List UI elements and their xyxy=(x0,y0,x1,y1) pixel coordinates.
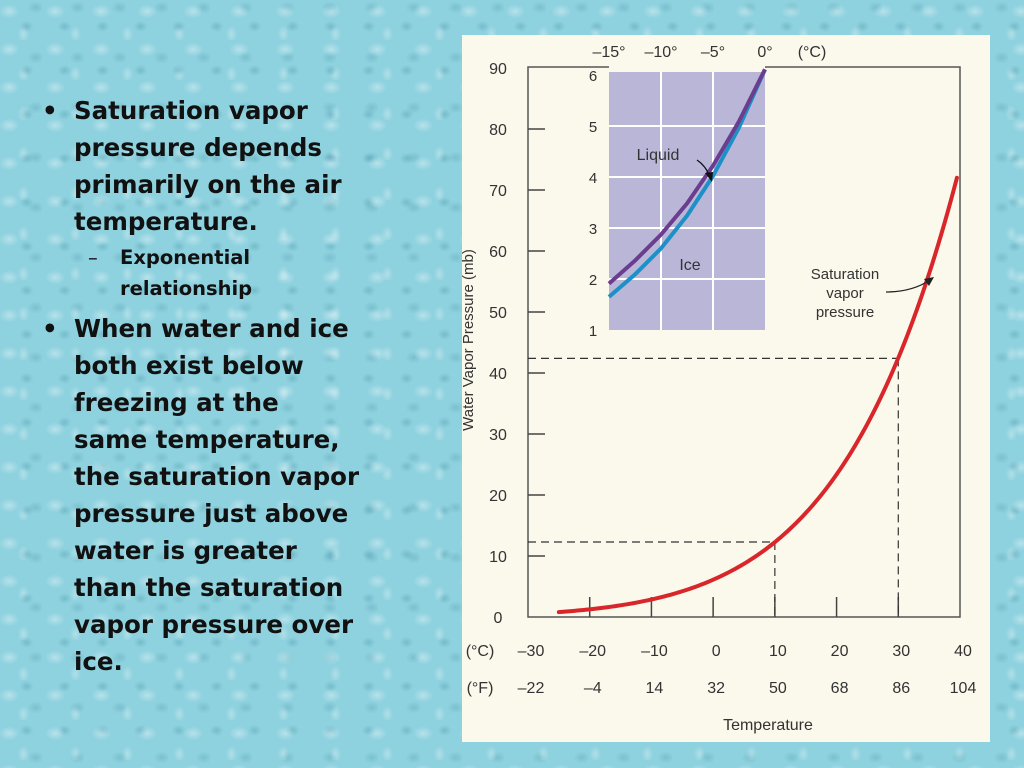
inset-y-tick-label: 2 xyxy=(589,272,597,289)
bullet-line: same temperature, xyxy=(74,425,340,454)
inset-y-tick-label: 6 xyxy=(589,68,597,85)
bullet-2: • When water and ice both exist below fr… xyxy=(28,310,428,680)
y-tick-label: 60 xyxy=(489,244,507,261)
x-tick-label-fahrenheit: –4 xyxy=(584,680,602,697)
vapor-pressure-chart: –15° –10° –5° 0° 1 2 3 4 5 6 Liquid Ice 0 10 20 30 40 50… xyxy=(460,44,976,734)
y-tick-label: 70 xyxy=(489,183,507,200)
x-tick-label-fahrenheit: 14 xyxy=(646,680,664,697)
x-tick-label-fahrenheit: 32 xyxy=(707,680,725,697)
y-tick-label: 30 xyxy=(489,427,507,444)
bullet-line: pressure depends xyxy=(74,133,322,162)
bullet-line: temperature. xyxy=(74,207,258,236)
x-tick-label-celsius: –30 xyxy=(518,643,545,660)
main-chart: 0102030405060708090–30–22–20–4–101403210… xyxy=(489,61,976,697)
y-tick-label: 0 xyxy=(494,610,503,627)
x-tick-label-celsius: –20 xyxy=(579,643,606,660)
inset-y-tick-label: 3 xyxy=(589,221,597,238)
x-tick-label-fahrenheit: 68 xyxy=(831,680,849,697)
chart-panel: –15° –10° –5° 0° 1 2 3 4 5 6 Liquid Ice 0 10 20 30 40 50… xyxy=(460,35,990,742)
x-tick-label-celsius: 20 xyxy=(831,643,849,660)
sub-bullet-dash: – xyxy=(88,246,98,269)
bullet-dot: • xyxy=(42,314,58,343)
x-tick-label-celsius: –10 xyxy=(641,643,668,660)
x-tick-label-fahrenheit: –22 xyxy=(518,680,545,697)
liquid-arrowhead-icon xyxy=(705,172,713,182)
x-tick-label-celsius: 30 xyxy=(892,643,910,660)
y-tick-label: 80 xyxy=(489,122,507,139)
bullet-line: the saturation vapor xyxy=(74,462,360,491)
x-unit-fahrenheit: (°F) xyxy=(467,680,494,697)
saturation-annotation: Saturation vapor pressure xyxy=(811,266,934,321)
inset-y-tick-label: 1 xyxy=(589,323,597,340)
bullet-line: freezing at the xyxy=(74,388,279,417)
x-tick-label-fahrenheit: 86 xyxy=(892,680,910,697)
bullet-line: When water and ice xyxy=(74,314,349,343)
bullet-line: both exist below xyxy=(74,351,304,380)
plot-frame xyxy=(527,66,961,618)
inset-x-tick-label: –5° xyxy=(701,44,725,61)
y-tick-label: 50 xyxy=(489,305,507,322)
inset-label-liquid: Liquid xyxy=(637,147,680,164)
bullet-line: water is greater xyxy=(74,536,297,565)
bullet-line: pressure just above xyxy=(74,499,349,528)
x-tick-label-celsius: 0 xyxy=(712,643,721,660)
y-tick-label: 40 xyxy=(489,366,507,383)
inset-label-ice: Ice xyxy=(679,257,700,274)
bullet-1: • Saturation vapor pressure depends prim… xyxy=(28,92,428,240)
x-tick-label-fahrenheit: 104 xyxy=(950,680,977,697)
x-axis-label: Temperature xyxy=(723,717,813,734)
inset-x-tick-label: –10° xyxy=(644,44,677,61)
y-tick-label: 90 xyxy=(489,61,507,78)
x-tick-label-celsius: 10 xyxy=(769,643,787,660)
annotation-arrowhead-icon xyxy=(924,277,934,286)
y-axis-label: Water Vapor Pressure (mb) xyxy=(462,249,477,431)
inset-x-tick-label: –15° xyxy=(592,44,625,61)
inset-y-tick-label: 4 xyxy=(589,170,597,187)
annotation-line: pressure xyxy=(816,304,874,321)
x-unit-celsius: (°C) xyxy=(466,643,495,660)
bullet-line: vapor pressure over xyxy=(74,610,354,639)
sub-bullet-line: relationship xyxy=(120,277,253,300)
series-saturation-vapor-pressure xyxy=(556,175,959,615)
bullet-line: primarily on the air xyxy=(74,170,342,199)
inset-y-tick-label: 5 xyxy=(589,119,597,136)
inset-x-tick-label: 0° xyxy=(757,44,772,61)
annotation-line: Saturation xyxy=(811,266,879,283)
x-tick-label-celsius: 40 xyxy=(954,643,972,660)
x-tick-label-fahrenheit: 50 xyxy=(769,680,787,697)
bullet-dot: • xyxy=(42,96,58,125)
bullet-line: than the saturation xyxy=(74,573,344,602)
inset-chart: –15° –10° –5° 0° 1 2 3 4 5 6 Liquid Ice xyxy=(589,44,773,340)
y-tick-label: 10 xyxy=(489,549,507,566)
y-tick-label: 20 xyxy=(489,488,507,505)
bullet-line: ice. xyxy=(74,647,123,676)
sub-bullet-1: – Exponential relationship xyxy=(28,242,428,304)
inset-x-unit: (°C) xyxy=(798,44,827,61)
bullet-list: • Saturation vapor pressure depends prim… xyxy=(28,92,428,680)
bullet-line: Saturation vapor xyxy=(74,96,308,125)
annotation-line: vapor xyxy=(826,285,864,302)
sub-bullet-line: Exponential xyxy=(120,246,251,269)
